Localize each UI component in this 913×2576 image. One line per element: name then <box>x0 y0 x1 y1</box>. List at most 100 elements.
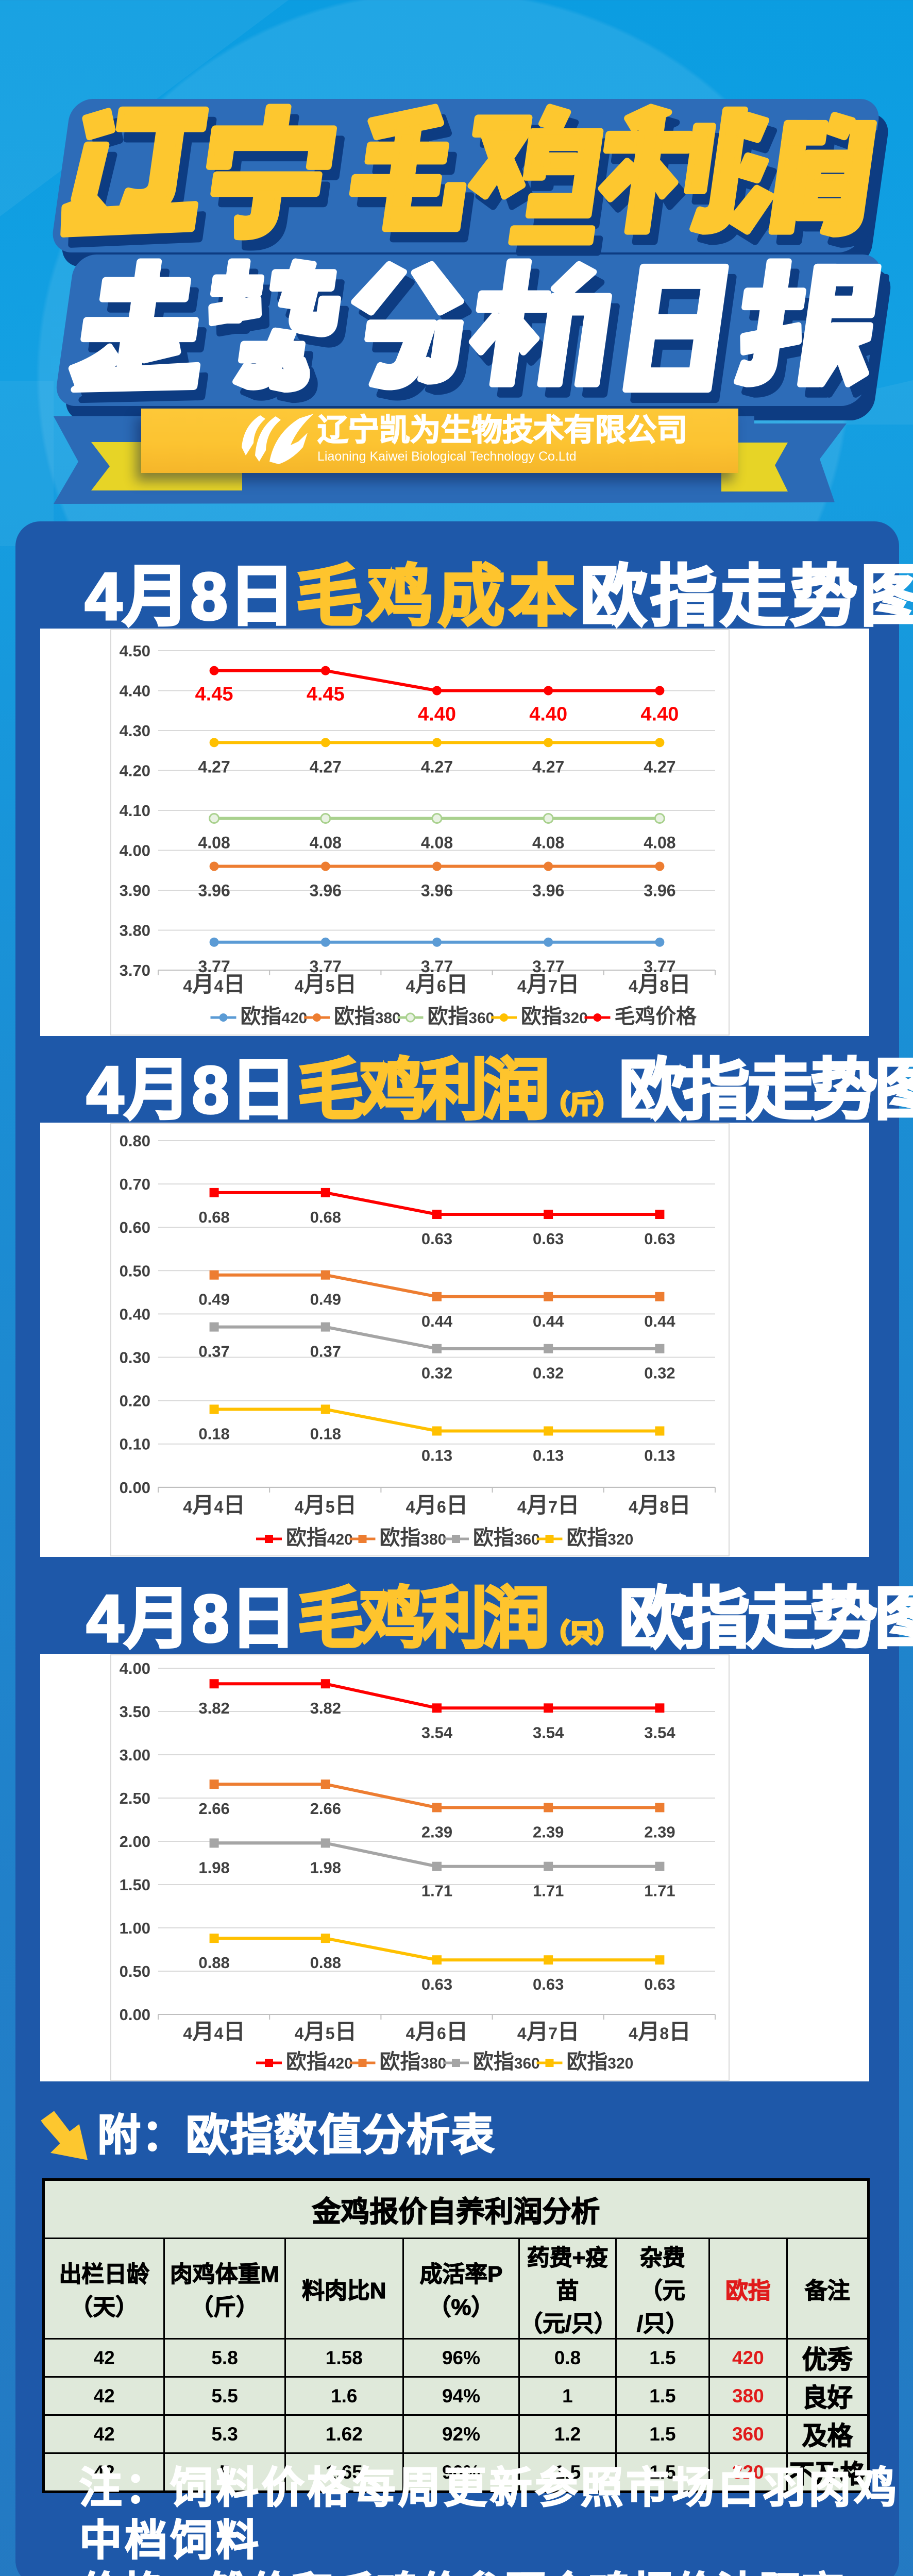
svg-text:3.77: 3.77 <box>644 957 675 976</box>
svg-text:1.00: 1.00 <box>120 1919 150 1937</box>
svg-text:4月5日: 4月5日 <box>294 2020 357 2044</box>
svg-text:4月6日: 4月6日 <box>406 2020 468 2044</box>
svg-text:4.27: 4.27 <box>198 757 230 776</box>
svg-text:2.50: 2.50 <box>120 1789 150 1807</box>
svg-text:0.20: 0.20 <box>120 1392 150 1410</box>
svg-text:4.10: 4.10 <box>120 802 150 820</box>
svg-text:4.20: 4.20 <box>120 762 150 780</box>
svg-text:4月7日: 4月7日 <box>517 1493 580 1518</box>
svg-text:4月7日: 4月7日 <box>517 2020 580 2044</box>
svg-text:4.08: 4.08 <box>198 834 230 852</box>
svg-text:3.77: 3.77 <box>421 957 453 976</box>
svg-text:0.13: 0.13 <box>644 1447 675 1465</box>
svg-text:0.37: 0.37 <box>310 1343 341 1361</box>
svg-text:欧指420: 欧指420 <box>241 1005 308 1028</box>
svg-text:4.27: 4.27 <box>421 757 453 776</box>
svg-text:0.37: 0.37 <box>198 1343 229 1361</box>
svg-text:0.88: 0.88 <box>198 1954 229 1972</box>
svg-text:0.88: 0.88 <box>310 1954 341 1972</box>
svg-text:4.45: 4.45 <box>307 684 345 705</box>
svg-text:1.50: 1.50 <box>120 1876 150 1894</box>
svg-text:3.77: 3.77 <box>532 957 564 976</box>
svg-text:0.18: 0.18 <box>310 1425 341 1443</box>
svg-text:0.32: 0.32 <box>644 1364 675 1382</box>
svg-text:2.39: 2.39 <box>421 1823 452 1841</box>
svg-text:4月5日: 4月5日 <box>294 972 357 997</box>
svg-text:3.54: 3.54 <box>533 1723 564 1741</box>
svg-text:毛鸡价格: 毛鸡价格 <box>615 1005 698 1028</box>
svg-text:0.50: 0.50 <box>120 1962 150 1980</box>
svg-text:3.82: 3.82 <box>310 1699 341 1717</box>
svg-text:0.44: 0.44 <box>421 1312 453 1330</box>
svg-text:4.27: 4.27 <box>532 757 564 776</box>
svg-text:4.27: 4.27 <box>644 757 675 776</box>
svg-text:0.44: 0.44 <box>644 1312 675 1330</box>
svg-text:4月8日: 4月8日 <box>629 2020 691 2044</box>
svg-text:4月4日: 4月4日 <box>183 972 245 997</box>
svg-text:0.32: 0.32 <box>421 1364 452 1382</box>
svg-text:3.50: 3.50 <box>120 1703 150 1721</box>
svg-text:2.66: 2.66 <box>310 1800 341 1818</box>
svg-text:欧指420: 欧指420 <box>286 2050 353 2073</box>
svg-text:1.71: 1.71 <box>533 1882 564 1900</box>
svg-text:0.70: 0.70 <box>120 1175 150 1193</box>
svg-text:0.40: 0.40 <box>120 1305 150 1323</box>
svg-text:0.30: 0.30 <box>120 1349 150 1367</box>
svg-text:4.40: 4.40 <box>120 682 150 700</box>
svg-text:4月4日: 4月4日 <box>183 2020 245 2044</box>
svg-text:2.39: 2.39 <box>533 1823 564 1841</box>
svg-text:0.32: 0.32 <box>533 1364 564 1382</box>
svg-text:4.40: 4.40 <box>640 704 679 725</box>
svg-text:4.40: 4.40 <box>418 704 456 725</box>
svg-text:3.00: 3.00 <box>120 1746 150 1764</box>
svg-text:3.96: 3.96 <box>644 882 675 900</box>
svg-text:4.08: 4.08 <box>421 834 453 852</box>
svg-text:2.39: 2.39 <box>644 1823 675 1841</box>
svg-text:3.54: 3.54 <box>644 1723 675 1741</box>
svg-text:4月5日: 4月5日 <box>294 1493 357 1518</box>
svg-text:3.70: 3.70 <box>120 961 150 979</box>
svg-text:欧指380: 欧指380 <box>380 1527 447 1549</box>
svg-text:4.27: 4.27 <box>310 757 342 776</box>
svg-text:1.71: 1.71 <box>421 1882 452 1900</box>
svg-text:2.00: 2.00 <box>120 1833 150 1851</box>
svg-text:0.49: 0.49 <box>198 1291 229 1309</box>
svg-text:0.10: 0.10 <box>120 1435 150 1453</box>
svg-text:0.63: 0.63 <box>533 1975 564 1993</box>
svg-text:3.96: 3.96 <box>198 882 230 900</box>
svg-text:0.68: 0.68 <box>198 1208 229 1226</box>
svg-text:3.96: 3.96 <box>532 882 564 900</box>
svg-text:4.08: 4.08 <box>644 834 675 852</box>
svg-text:3.82: 3.82 <box>198 1699 229 1717</box>
svg-text:4.30: 4.30 <box>120 722 150 740</box>
svg-text:0.00: 0.00 <box>120 2006 150 2024</box>
svg-text:4月7日: 4月7日 <box>517 972 580 997</box>
svg-text:欧指320: 欧指320 <box>521 1005 588 1028</box>
svg-text:欧指360: 欧指360 <box>473 2050 540 2073</box>
svg-text:0.68: 0.68 <box>310 1208 341 1226</box>
svg-text:0.80: 0.80 <box>120 1132 150 1150</box>
svg-text:0.49: 0.49 <box>310 1291 341 1309</box>
svg-text:3.96: 3.96 <box>310 882 342 900</box>
svg-text:1.98: 1.98 <box>198 1858 229 1876</box>
svg-text:0.50: 0.50 <box>120 1262 150 1280</box>
svg-text:4.00: 4.00 <box>120 842 150 860</box>
svg-text:3.96: 3.96 <box>421 882 453 900</box>
svg-text:3.80: 3.80 <box>120 922 150 940</box>
svg-text:4.45: 4.45 <box>195 684 233 705</box>
svg-text:0.63: 0.63 <box>421 1230 452 1248</box>
svg-text:3.54: 3.54 <box>421 1723 453 1741</box>
svg-text:3.77: 3.77 <box>198 957 230 976</box>
svg-text:4月8日: 4月8日 <box>629 1493 691 1518</box>
svg-text:1.71: 1.71 <box>644 1882 675 1900</box>
svg-text:4.00: 4.00 <box>120 1659 150 1677</box>
svg-text:0.63: 0.63 <box>644 1230 675 1248</box>
svg-text:4.08: 4.08 <box>310 834 342 852</box>
svg-text:3.77: 3.77 <box>310 957 342 976</box>
svg-text:4.40: 4.40 <box>529 704 567 725</box>
svg-text:3.90: 3.90 <box>120 882 150 900</box>
svg-text:0.13: 0.13 <box>533 1447 564 1465</box>
svg-text:欧指320: 欧指320 <box>567 1527 634 1549</box>
svg-text:0.60: 0.60 <box>120 1218 150 1236</box>
svg-text:0.63: 0.63 <box>421 1975 452 1993</box>
